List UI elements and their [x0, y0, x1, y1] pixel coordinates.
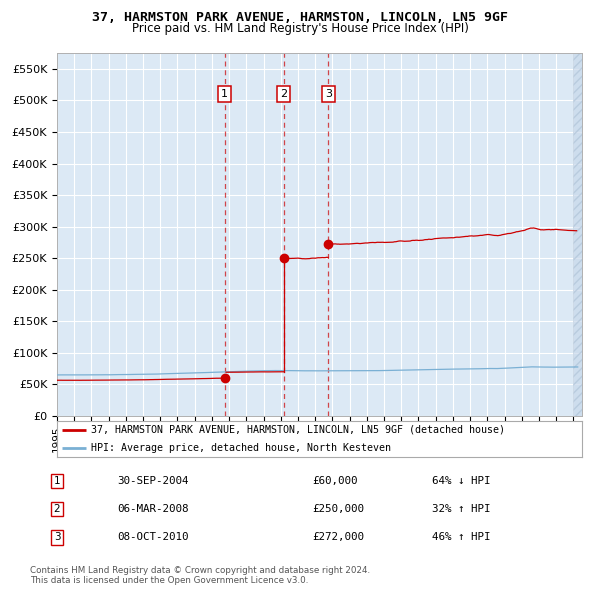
- Text: 64% ↓ HPI: 64% ↓ HPI: [432, 476, 491, 486]
- Text: 2: 2: [53, 504, 61, 514]
- Text: 3: 3: [53, 533, 61, 542]
- Text: £250,000: £250,000: [312, 504, 364, 514]
- Text: 32% ↑ HPI: 32% ↑ HPI: [432, 504, 491, 514]
- Text: 2: 2: [280, 89, 287, 99]
- Text: 08-OCT-2010: 08-OCT-2010: [117, 533, 188, 542]
- Text: 1: 1: [221, 89, 229, 99]
- Text: 06-MAR-2008: 06-MAR-2008: [117, 504, 188, 514]
- Text: 37, HARMSTON PARK AVENUE, HARMSTON, LINCOLN, LN5 9GF (detached house): 37, HARMSTON PARK AVENUE, HARMSTON, LINC…: [91, 425, 505, 435]
- Text: HPI: Average price, detached house, North Kesteven: HPI: Average price, detached house, Nort…: [91, 443, 391, 453]
- Text: £60,000: £60,000: [312, 476, 358, 486]
- Text: 37, HARMSTON PARK AVENUE, HARMSTON, LINCOLN, LN5 9GF: 37, HARMSTON PARK AVENUE, HARMSTON, LINC…: [92, 11, 508, 24]
- Text: Contains HM Land Registry data © Crown copyright and database right 2024.
This d: Contains HM Land Registry data © Crown c…: [30, 566, 370, 585]
- Text: 46% ↑ HPI: 46% ↑ HPI: [432, 533, 491, 542]
- Text: 1: 1: [53, 476, 61, 486]
- Text: Price paid vs. HM Land Registry's House Price Index (HPI): Price paid vs. HM Land Registry's House …: [131, 22, 469, 35]
- Text: £272,000: £272,000: [312, 533, 364, 542]
- Text: 3: 3: [325, 89, 332, 99]
- Text: 30-SEP-2004: 30-SEP-2004: [117, 476, 188, 486]
